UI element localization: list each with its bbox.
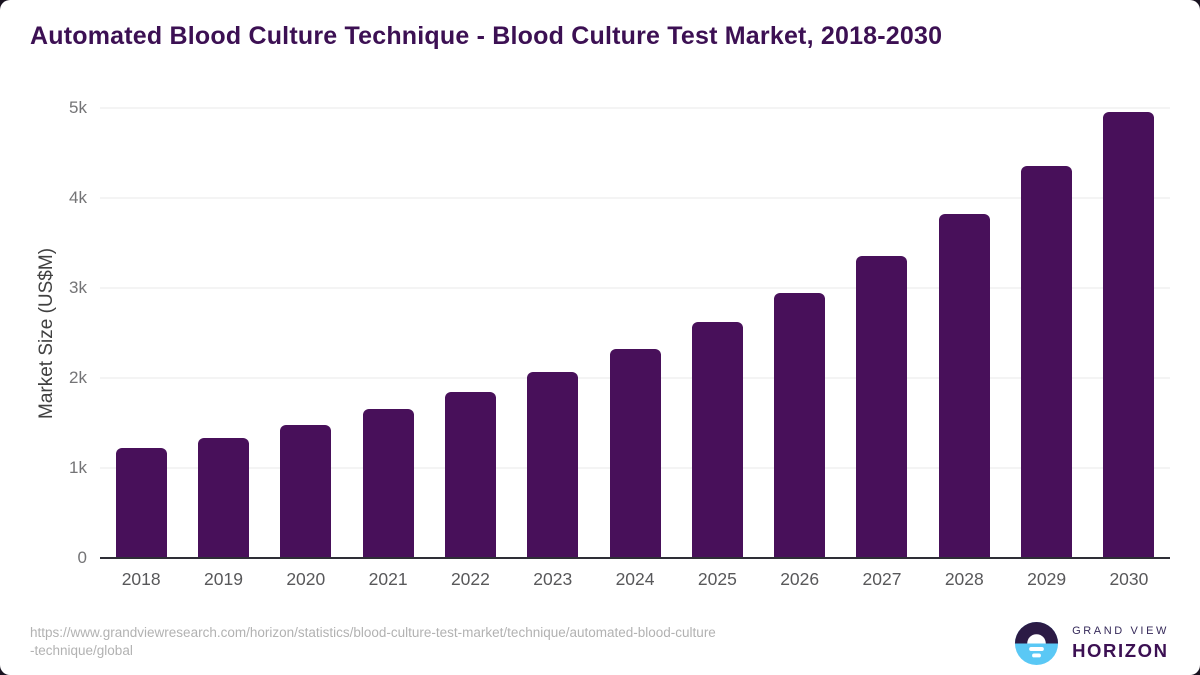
bar-slot-2026 <box>759 108 841 558</box>
bar-2023[interactable] <box>527 371 579 558</box>
x-tick-label-2030: 2030 <box>1109 569 1149 589</box>
bar-2018[interactable] <box>115 448 167 558</box>
bar-2019[interactable] <box>197 438 249 558</box>
y-tick-label-5k: 5k <box>69 98 87 117</box>
gridline-5k <box>100 107 1170 109</box>
bar-slot-2022 <box>429 108 511 558</box>
source-url: https://www.grandviewresearch.com/horizo… <box>30 625 716 658</box>
bar-2024[interactable] <box>609 348 661 558</box>
x-tick-label-2029: 2029 <box>1027 569 1067 589</box>
bars-row <box>100 108 1170 558</box>
grand-view-horizon-logo: GRAND VIEW HORIZON <box>1013 620 1169 667</box>
bar-2022[interactable] <box>444 391 496 558</box>
y-axis-title: Market Size (US$M) <box>36 247 57 419</box>
bar-2029[interactable] <box>1021 165 1073 558</box>
x-axis-labels: 2018 2019 2020 2021 2022 2023 2024 2025 2026 2027… <box>100 569 1170 590</box>
bar-2021[interactable] <box>362 409 414 558</box>
bar-slot-2019 <box>182 108 264 558</box>
logo-text-horizon: HORIZON <box>1072 640 1169 661</box>
gridline-3k <box>100 287 1170 289</box>
x-tick-label-2027: 2027 <box>862 569 902 589</box>
sunrise-horizon-circle-icon <box>1015 621 1059 666</box>
bar-slot-2018 <box>100 108 182 558</box>
bar-slot-2023 <box>512 108 594 558</box>
x-axis-line <box>100 557 1170 559</box>
x-tick-label-2020: 2020 <box>286 569 326 589</box>
bar-2026[interactable] <box>774 292 826 558</box>
x-tick-label-2026: 2026 <box>780 569 820 589</box>
bar-slot-2030 <box>1088 108 1170 558</box>
bar-slot-2025 <box>676 108 758 558</box>
logo-text-grand-view: GRAND VIEW <box>1072 625 1169 637</box>
bar-slot-2021 <box>347 108 429 558</box>
x-tick-label-2018: 2018 <box>121 569 161 589</box>
bar-slot-2028 <box>923 108 1005 558</box>
bar-2028[interactable] <box>938 213 990 558</box>
x-tick-label-2025: 2025 <box>697 569 737 589</box>
plot-area: 0 1k 2k 3k 4k 5k <box>69 98 1170 567</box>
bar-2027[interactable] <box>856 255 908 558</box>
bar-slot-2024 <box>594 108 676 558</box>
y-tick-label-4k: 4k <box>69 188 87 207</box>
bar-2020[interactable] <box>280 425 332 558</box>
x-tick-label-2019: 2019 <box>204 569 243 589</box>
chart-title: Automated Blood Culture Technique - Bloo… <box>30 22 943 50</box>
x-tick-label-2024: 2024 <box>615 569 655 589</box>
bar-2030[interactable] <box>1103 112 1155 558</box>
gridline-4k <box>100 197 1170 199</box>
bar-slot-2020 <box>265 108 347 558</box>
y-tick-label-0: 0 <box>77 548 87 567</box>
x-tick-label-2021: 2021 <box>368 569 408 589</box>
bar-2025[interactable] <box>691 321 743 558</box>
bar-slot-2027 <box>841 108 923 558</box>
bar-slot-2029 <box>1005 108 1087 558</box>
x-tick-label-2022: 2022 <box>450 569 490 589</box>
y-tick-label-2k: 2k <box>69 368 87 387</box>
x-tick-label-2023: 2023 <box>533 569 573 589</box>
logo-wordmark: GRAND VIEW HORIZON <box>1072 625 1169 662</box>
y-tick-label-1k: 1k <box>69 458 87 477</box>
y-tick-label-3k: 3k <box>69 278 87 297</box>
x-tick-label-2028: 2028 <box>944 569 984 589</box>
